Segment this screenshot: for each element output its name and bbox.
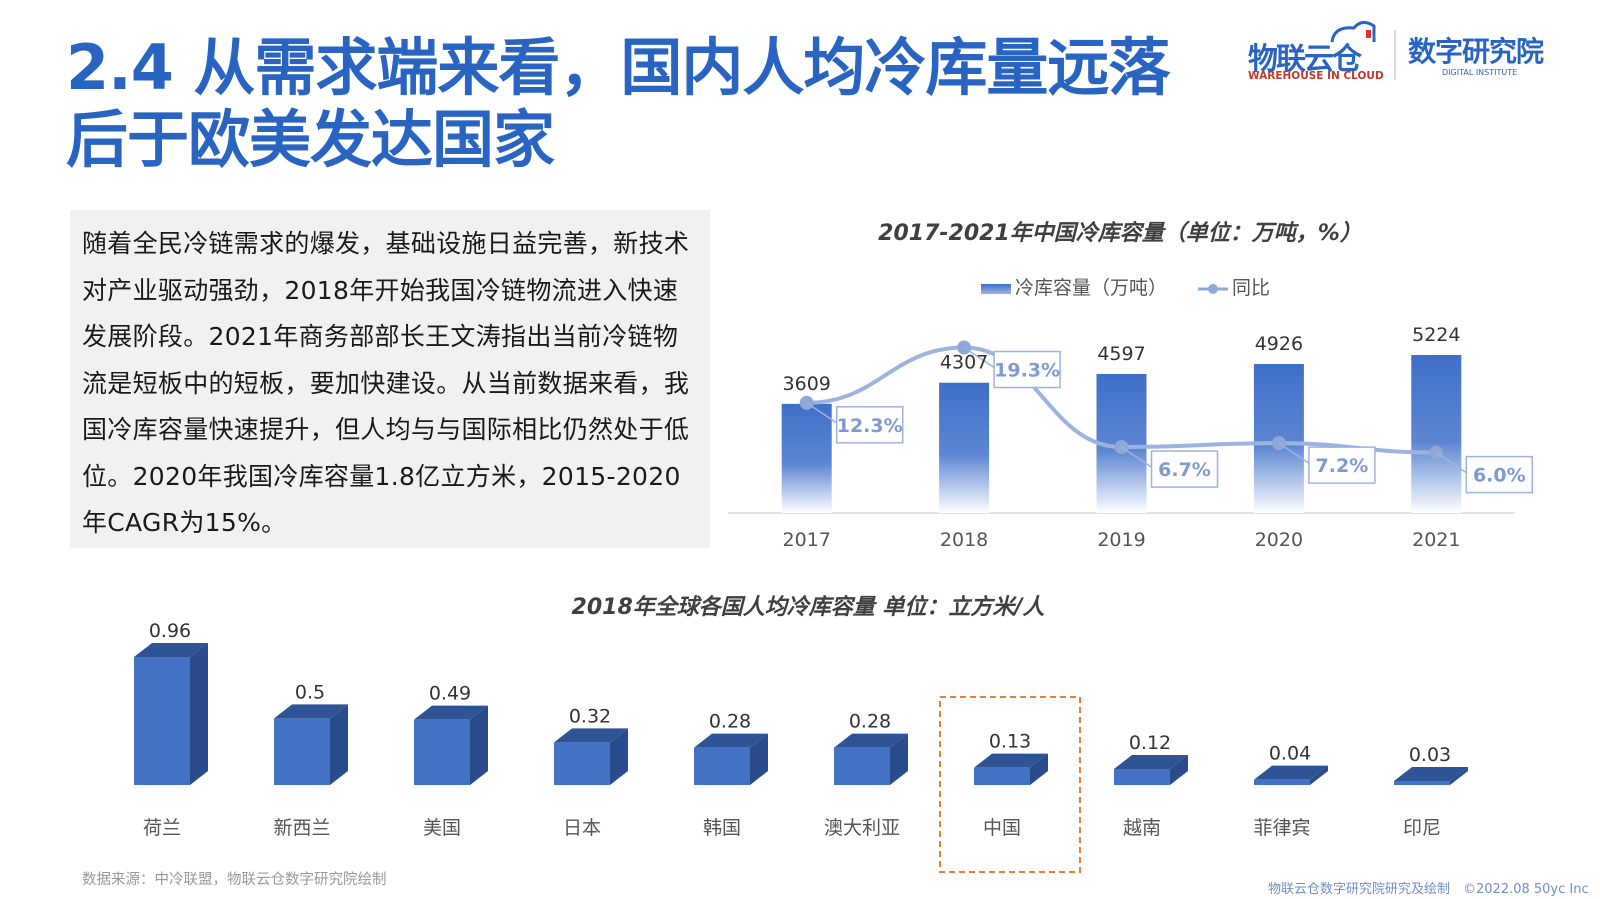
yoy-value-label: 7.2%	[1316, 455, 1369, 477]
per-capita-bar-荷兰	[134, 643, 208, 785]
per-capita-value-label: 0.13	[989, 731, 1031, 753]
year-tick-label: 2018	[940, 529, 988, 551]
country-tick-label: 美国	[423, 817, 461, 839]
per-capita-value-label: 0.96	[149, 620, 191, 642]
per-capita-value-label: 0.04	[1269, 743, 1311, 765]
summary-paragraph: 随着全民冷链需求的爆发，基础设施日益完善，新技术对产业驱动强劲，2018年开始我…	[82, 229, 690, 537]
brand2-cn: 数字研究院	[1408, 35, 1544, 68]
per-capita-bar-印尼	[1394, 767, 1468, 785]
per-capita-value-label: 0.12	[1129, 732, 1171, 754]
per-capita-bar-越南	[1114, 755, 1188, 785]
legend-bar-label: 冷库容量（万吨）	[1015, 277, 1167, 299]
country-tick-label: 越南	[1123, 817, 1161, 839]
capacity-value-label: 4926	[1255, 333, 1303, 355]
logo-group: 物联云仓 WAREHOUSE IN CLOUD 数字研究院 DIGITAL IN…	[1248, 18, 1590, 88]
year-tick-label: 2021	[1412, 529, 1460, 551]
per-capita-value-label: 0.28	[849, 711, 891, 733]
per-capita-bar-新西兰	[274, 704, 348, 785]
capacity-value-label: 3609	[783, 373, 831, 395]
yoy-label-box	[1308, 446, 1376, 484]
yoy-leader-line	[806, 402, 838, 424]
yoy-label-box	[835, 406, 904, 444]
country-tick-label: 中国	[983, 817, 1021, 839]
yoy-value-label: 12.3%	[837, 415, 903, 437]
capacity-bar-2021	[1411, 355, 1462, 513]
yoy-line	[806, 345, 1437, 455]
country-tick-label: 韩国	[703, 817, 741, 839]
per-capita-value-label: 0.03	[1409, 744, 1451, 766]
yoy-value-label: 6.0%	[1473, 465, 1526, 487]
cloud-logo-icon	[1330, 21, 1396, 80]
per-capita-bar-韩国	[694, 733, 768, 785]
yoy-value-label: 19.3%	[994, 360, 1060, 382]
yoy-leader-line	[963, 346, 995, 369]
year-tick-label: 2017	[783, 529, 831, 551]
brand2-en: DIGITAL INSTITUTE	[1442, 68, 1518, 77]
capacity-bar-2018	[939, 382, 990, 513]
chart2-title: 2018年全球各国人均冷库容量 单位：立方米/人	[572, 594, 1046, 620]
year-tick-label: 2019	[1097, 529, 1145, 551]
per-capita-value-label: 0.28	[709, 711, 751, 733]
legend-bar-swatch	[981, 284, 1011, 294]
per-capita-value-label: 0.49	[429, 683, 471, 705]
capacity-bar-2017	[781, 403, 832, 513]
per-capita-value-label: 0.32	[569, 705, 611, 727]
per-capita-bar-日本	[554, 728, 628, 785]
country-tick-label: 澳大利亚	[824, 817, 900, 839]
summary-textbox: 随着全民冷链需求的爆发，基础设施日益完善，新技术对产业驱动强劲，2018年开始我…	[70, 210, 710, 548]
country-tick-label: 新西兰	[273, 817, 330, 839]
data-source-note: 数据来源：中冷联盟，物联云仓数字研究院绘制	[82, 872, 387, 888]
legend-line-label: 同比	[1232, 277, 1270, 299]
yoy-label-box	[993, 350, 1061, 389]
country-tick-label: 菲律宾	[1253, 817, 1310, 839]
yoy-leader-line	[1121, 446, 1152, 468]
per-capita-bar-中国	[974, 753, 1048, 785]
legend-line-marker	[1208, 284, 1218, 294]
yoy-leader-line	[1435, 451, 1467, 474]
country-tick-label: 荷兰	[143, 817, 181, 839]
per-capita-bar-澳大利亚	[834, 733, 908, 785]
chart1-title: 2017-2021年中国冷库容量（单位：万吨，%）	[878, 220, 1362, 246]
per-capita-bar-菲律宾	[1254, 765, 1328, 785]
country-tick-label: 印尼	[1403, 817, 1441, 839]
brand1-en: WAREHOUSE IN CLOUD	[1248, 70, 1384, 82]
yoy-label-box	[1465, 455, 1534, 494]
china-highlight-box	[939, 696, 1081, 873]
country-tick-label: 日本	[563, 817, 601, 839]
yoy-leader-line	[1278, 442, 1310, 464]
capacity-value-label: 5224	[1412, 324, 1460, 346]
per-capita-value-label: 0.5	[295, 681, 325, 703]
slide-title: 2.4 从需求端来看，国内人均冷库量远落后于欧美发达国家	[66, 31, 1170, 176]
year-tick-label: 2020	[1255, 529, 1303, 551]
capacity-value-label: 4597	[1097, 343, 1145, 365]
yoy-label-box	[1150, 450, 1219, 488]
per-capita-bar-美国	[414, 705, 488, 785]
capacity-value-label: 4307	[940, 352, 988, 374]
footer-credit: 物联云仓数字研究院研究及绘制 ©2022.08 50yc Inc	[1268, 882, 1589, 897]
brand1-cn: 物联云仓	[1248, 42, 1362, 77]
yoy-value-label: 6.7%	[1158, 459, 1211, 481]
